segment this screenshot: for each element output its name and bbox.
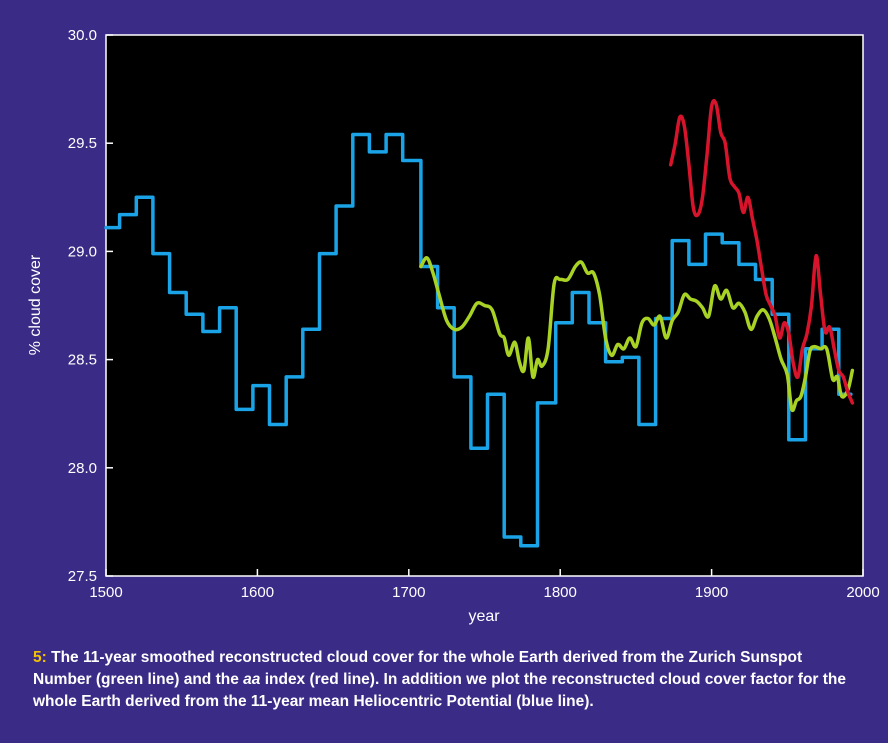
y-axis-label: % cloud cover — [27, 254, 44, 355]
x-tick-label: 1500 — [89, 584, 122, 601]
x-axis-label: year — [468, 608, 500, 625]
y-tick-label: 27.5 — [68, 568, 97, 585]
caption-aa-index: aa — [243, 671, 261, 688]
x-tick-label: 2000 — [846, 584, 879, 601]
axis-layer: 1500 1600 1700 1800 1900 2000 27.5 28.0 28.5 29.0… — [68, 27, 880, 601]
x-tick-label: 1600 — [241, 584, 274, 601]
x-tick-label: 1700 — [392, 584, 425, 601]
figure-caption: 5: The 11-year smoothed reconstructed cl… — [33, 647, 863, 713]
heliocentric-potential-line — [104, 132, 853, 548]
y-tick-label: 29.5 — [68, 135, 97, 152]
y-tick-label: 29.0 — [68, 243, 97, 260]
caption-text: The 11-year smoothed reconstructed cloud… — [33, 649, 803, 688]
y-tick-label: 28.0 — [68, 460, 97, 477]
y-tick-label: 30.0 — [68, 27, 97, 44]
x-tick-label: 1900 — [695, 584, 728, 601]
aa-index-line — [668, 98, 855, 405]
figure-number: 5: — [33, 649, 47, 666]
x-tick-label: 1800 — [544, 584, 577, 601]
sunspot-number-line — [419, 256, 855, 413]
series-layer — [104, 98, 855, 548]
y-tick-label: 28.5 — [68, 352, 97, 369]
caption-text-end: index (red line). In addition we plot th… — [33, 671, 847, 710]
